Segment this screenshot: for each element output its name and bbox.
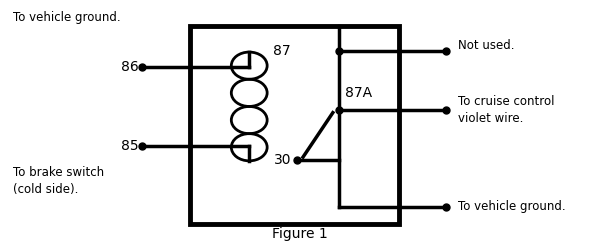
Text: 30: 30 [274,152,291,166]
Text: To vehicle ground.: To vehicle ground. [13,11,121,24]
Text: Not used.: Not used. [458,40,515,52]
Text: 87: 87 [274,44,291,58]
Text: Figure 1: Figure 1 [272,227,328,241]
Text: To cruise control
violet wire.: To cruise control violet wire. [458,95,555,125]
Text: To vehicle ground.: To vehicle ground. [458,200,566,213]
Text: 85: 85 [121,139,139,153]
Text: To brake switch
(cold side).: To brake switch (cold side). [13,166,104,196]
Text: 87A: 87A [345,86,372,100]
Bar [190,26,398,224]
Text: 86: 86 [121,60,139,74]
